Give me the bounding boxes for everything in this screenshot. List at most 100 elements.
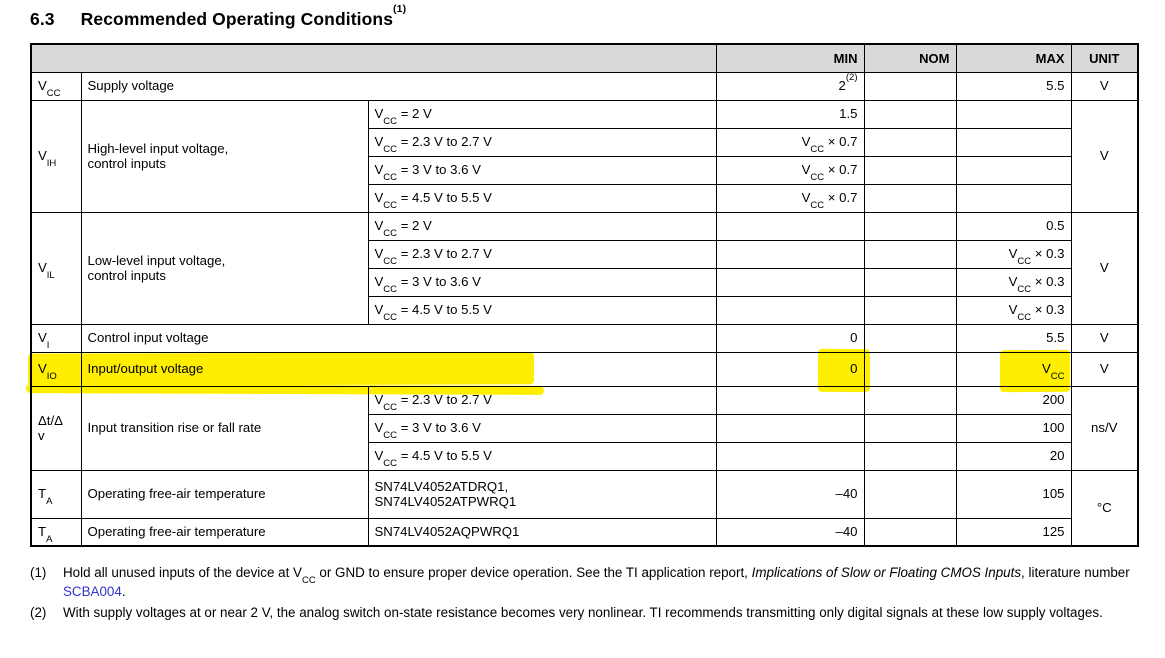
cell-symbol-dtdv: Δt/Δ v bbox=[30, 385, 82, 471]
table-row-vcc: VCC Supply voltage 2(2) 5.5 V bbox=[30, 71, 1139, 101]
cell-empty bbox=[863, 517, 957, 547]
header-unit: UNIT bbox=[1070, 43, 1139, 73]
cell-vih-min-x07: VCC × 0.7 bbox=[715, 127, 865, 157]
header-max: MAX bbox=[955, 43, 1072, 73]
cell-vi-unit: V bbox=[1070, 323, 1139, 353]
cell-ta1-max: 105 bbox=[955, 469, 1072, 519]
cell-vi-min: 0 bbox=[715, 323, 865, 353]
cell-cond-vih-45-55: VCC = 4.5 V to 5.5 V bbox=[367, 183, 717, 213]
table-row-vih-1: VIH High-level input voltage, control in… bbox=[30, 99, 1139, 213]
cell-ta-unit: °C bbox=[1070, 469, 1139, 547]
header-nom: NOM bbox=[863, 43, 957, 73]
cell-empty bbox=[715, 211, 865, 241]
cell-param-vih: High-level input voltage, control inputs bbox=[80, 99, 369, 213]
cell-param-dtdv: Input transition rise or fall rate bbox=[80, 385, 369, 471]
recommended-operating-conditions-table: MIN NOM MAX UNIT VCC Supply voltage 2(2)… bbox=[30, 43, 1139, 547]
cell-cond-vil-2v: VCC = 2 V bbox=[367, 211, 717, 241]
cell-empty bbox=[863, 469, 957, 519]
footnote-1: (1) Hold all unused inputs of the device… bbox=[30, 563, 1136, 601]
cell-vil-unit: V bbox=[1070, 211, 1139, 325]
footnote-1-number: (1) bbox=[30, 565, 47, 580]
scba004-link[interactable]: SCBA004 bbox=[63, 584, 122, 599]
cell-cond-ta1: SN74LV4052ATDRQ1, SN74LV4052ATPWRQ1 bbox=[367, 469, 717, 519]
footnote-2-text: With supply voltages at or near 2 V, the… bbox=[63, 605, 1103, 620]
footnote-2-number: (2) bbox=[30, 605, 47, 620]
cell-vcc-unit: V bbox=[1070, 71, 1139, 101]
table-row-dtdv-1: Δt/Δ v Input transition rise or fall rat… bbox=[30, 385, 1139, 471]
cell-vi-max: 5.5 bbox=[955, 323, 1072, 353]
table-row-vio: VIO Input/output voltage 0 VCC V bbox=[30, 351, 1139, 387]
footnote-2: (2) With supply voltages at or near 2 V,… bbox=[30, 603, 1136, 622]
cell-vil-2v-max: 0.5 bbox=[955, 211, 1072, 241]
table-row-ta-1: TA Operating free-air temperature SN74LV… bbox=[30, 469, 1139, 547]
cell-empty bbox=[955, 99, 1072, 129]
cell-vio-unit: V bbox=[1070, 351, 1139, 387]
table-row-dtdv-2: VCC = 3 V to 3.6 V 100 bbox=[31, 413, 1138, 443]
cell-vil-max-x03: VCC × 0.3 bbox=[955, 239, 1072, 269]
cell-empty bbox=[863, 351, 957, 387]
section-number: 6.3 bbox=[30, 9, 55, 29]
cell-ta2-min: –40 bbox=[715, 517, 865, 547]
cell-empty bbox=[863, 413, 957, 443]
cell-cond-vil-45-55: VCC = 4.5 V to 5.5 V bbox=[367, 295, 717, 325]
cell-param-supply: Supply voltage bbox=[80, 71, 717, 101]
cell-dtdv-max-2: 100 bbox=[955, 413, 1072, 443]
cell-empty bbox=[715, 385, 865, 415]
cell-empty bbox=[863, 267, 957, 297]
cell-vih-unit: V bbox=[1070, 99, 1139, 213]
table-row-vil-4: VCC = 4.5 V to 5.5 V VCC × 0.3 bbox=[31, 295, 1138, 325]
section-title-text: Recommended Operating Conditions bbox=[80, 9, 394, 29]
cell-empty bbox=[863, 239, 957, 269]
cell-empty bbox=[863, 183, 957, 213]
cell-ta2-max: 125 bbox=[955, 517, 1072, 547]
section-title: 6.3 Recommended Operating Conditions(1) bbox=[30, 3, 406, 30]
footnote-1-text: Hold all unused inputs of the device at … bbox=[63, 565, 1130, 599]
cell-vih-min-x07: VCC × 0.7 bbox=[715, 183, 865, 213]
cell-cond-vih-23-27: VCC = 2.3 V to 2.7 V bbox=[367, 127, 717, 157]
cell-cond-dtdv-45-55: VCC = 4.5 V to 5.5 V bbox=[367, 441, 717, 471]
cell-empty bbox=[715, 239, 865, 269]
cell-cond-dtdv-3-36: VCC = 3 V to 3.6 V bbox=[367, 413, 717, 443]
table-header-row: MIN NOM MAX UNIT bbox=[30, 43, 1139, 73]
cell-empty bbox=[955, 183, 1072, 213]
cell-vcc-nom bbox=[863, 71, 957, 101]
cell-cond-vil-3-36: VCC = 3 V to 3.6 V bbox=[367, 267, 717, 297]
cell-dtdv-max-1: 200 bbox=[955, 385, 1072, 415]
table-row-ta-2: TA Operating free-air temperature SN74LV… bbox=[30, 517, 1138, 547]
header-empty-cell bbox=[30, 43, 717, 73]
cell-symbol-vio: VIO bbox=[30, 351, 82, 387]
cell-vcc-max: 5.5 bbox=[955, 71, 1072, 101]
cell-vil-max-x03: VCC × 0.3 bbox=[955, 267, 1072, 297]
cell-empty bbox=[955, 127, 1072, 157]
cell-symbol-ta1: TA bbox=[30, 469, 82, 519]
cell-symbol-vih: VIH bbox=[30, 99, 82, 213]
cell-empty bbox=[955, 155, 1072, 185]
cell-empty bbox=[715, 295, 865, 325]
cell-param-vil: Low-level input voltage, control inputs bbox=[80, 211, 369, 325]
cell-empty bbox=[863, 99, 957, 129]
cell-empty bbox=[863, 323, 957, 353]
cell-param-vi: Control input voltage bbox=[80, 323, 717, 353]
cell-dtdv-max-3: 20 bbox=[955, 441, 1072, 471]
table-row-vih-2: VCC = 2.3 V to 2.7 V VCC × 0.7 bbox=[31, 127, 1138, 157]
footnotes: (1) Hold all unused inputs of the device… bbox=[30, 563, 1136, 624]
cell-vih-min-x07: VCC × 0.7 bbox=[715, 155, 865, 185]
cell-param-ta1: Operating free-air temperature bbox=[80, 469, 369, 519]
cell-param-vio: Input/output voltage bbox=[80, 351, 717, 387]
cell-vcc-min: 2(2) bbox=[715, 71, 865, 101]
table-row-vil-1: VIL Low-level input voltage, control inp… bbox=[30, 211, 1139, 325]
cell-vil-max-x03: VCC × 0.3 bbox=[955, 295, 1072, 325]
cell-empty bbox=[863, 155, 957, 185]
cell-vio-min: 0 bbox=[715, 351, 865, 387]
cell-empty bbox=[863, 385, 957, 415]
table-row-vil-2: VCC = 2.3 V to 2.7 V VCC × 0.3 bbox=[31, 239, 1138, 269]
cell-cond-vih-3-36: VCC = 3 V to 3.6 V bbox=[367, 155, 717, 185]
cell-empty bbox=[715, 441, 865, 471]
table-row-vil-3: VCC = 3 V to 3.6 V VCC × 0.3 bbox=[31, 267, 1138, 297]
cell-symbol-vcc: VCC bbox=[30, 71, 82, 101]
cell-cond-dtdv-23-27: VCC = 2.3 V to 2.7 V bbox=[367, 385, 717, 415]
cell-dtdv-unit: ns/V bbox=[1070, 385, 1139, 471]
header-min: MIN bbox=[715, 43, 865, 73]
cell-cond-vih-2v: VCC = 2 V bbox=[367, 99, 717, 129]
